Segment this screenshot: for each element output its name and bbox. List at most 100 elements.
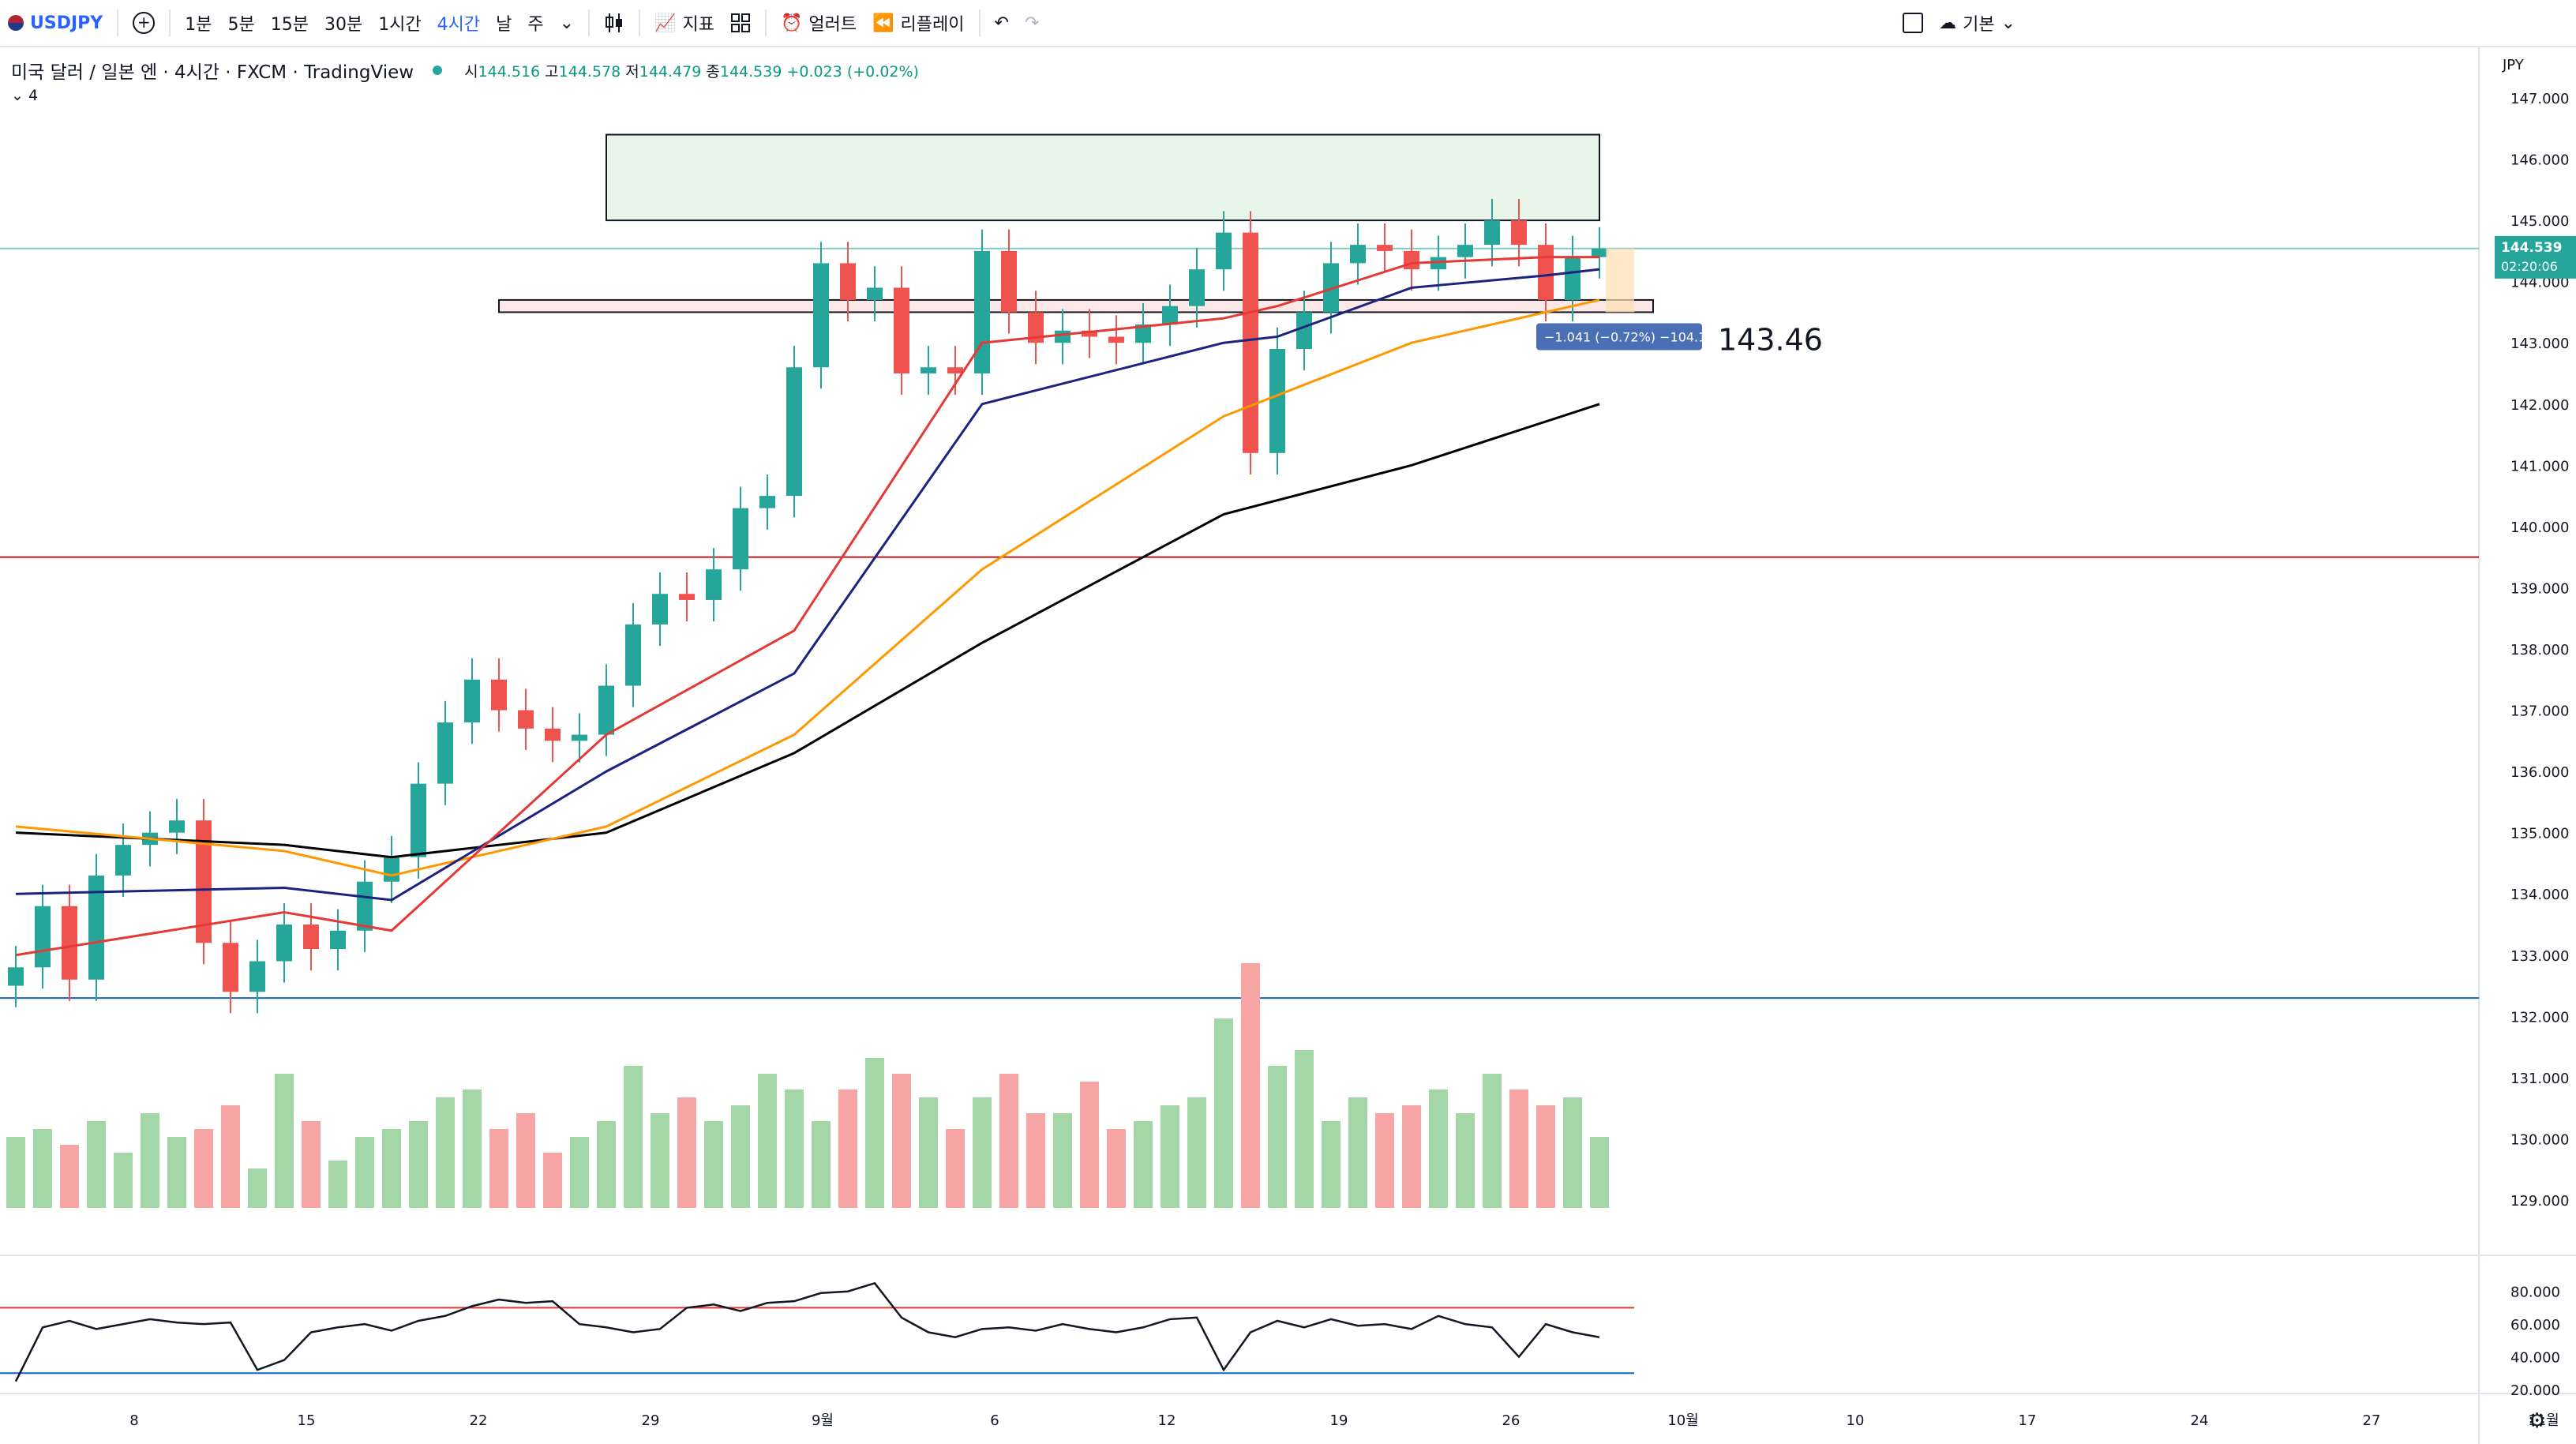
indicators-button[interactable]: 📈 지표 [647,0,722,47]
flag-icon [8,15,24,31]
candle-body [276,925,292,962]
volume-bar [946,1129,965,1208]
layout-label: 기본 [1963,15,1995,35]
close-value: 144.539 [719,62,782,81]
volume-bar [1322,1121,1340,1208]
replay-label: 리플레이 [900,15,965,35]
time-tick-label: 6 [990,1412,999,1429]
chart-type-button[interactable] [596,0,632,47]
high-value: 144.578 [558,62,621,81]
candle-body [249,961,265,992]
redo-button[interactable]: ↷ [1017,0,1047,47]
interval-dropdown[interactable]: ⌄ [552,0,582,47]
volume-bar [1187,1097,1206,1208]
price-tick-label: 135.000 [2510,826,2569,842]
volume-bar [1268,1066,1287,1208]
volume-bar [1348,1097,1367,1208]
symbol-selector[interactable]: USDJPY [0,0,111,47]
price-tick-label: 143.000 [2510,336,2569,352]
volume-bar [1295,1050,1314,1208]
candle-body [1162,306,1178,324]
measure-label: −1.041 (−0.72%) −104.1 [1544,329,1706,344]
rsi-tick-label: 20.000 [2510,1382,2560,1399]
volume-bar [463,1090,482,1208]
time-tick-label: 17 [2019,1412,2037,1429]
price-tick-label: 145.000 [2510,213,2569,230]
candle-body [1565,257,1580,300]
candle-body [1404,250,1419,270]
fullscreen-button[interactable] [1895,0,1931,47]
volume-bar [1214,1018,1233,1208]
candle-body [1592,248,1607,257]
candle-body [88,875,104,980]
divider [169,9,171,36]
candle-body [706,569,722,600]
current-price-label: 144.539 [2501,240,2562,256]
candle-body [1511,220,1527,246]
candle-body [652,594,668,624]
alert-button[interactable]: ⏰ 얼러트 [773,0,864,47]
cloud-icon: ☁ [1939,13,1957,33]
volume-bar [1080,1082,1099,1208]
candle-body [947,367,963,373]
candle-body [679,594,695,600]
templates-button[interactable] [722,0,759,47]
price-tick-label: 130.000 [2510,1131,2569,1148]
candle-body [1296,312,1312,349]
price-tick-label: 141.000 [2510,458,2569,474]
volume-bar [221,1105,240,1208]
interval-5m[interactable]: 5분 [227,15,255,35]
price-tick-label: 132.000 [2510,1009,2569,1026]
interval-30m[interactable]: 30분 [324,15,363,35]
interval-1h[interactable]: 1시간 [378,15,422,35]
interval-week[interactable]: 주 [527,15,544,35]
candle-body [1055,330,1071,343]
low-value: 144.479 [639,62,702,81]
candle-body [1538,245,1554,300]
chart-legend: 미국 달러 / 일본 엔 · 4시간 · FXCM · TradingView … [11,57,919,84]
price-tick-label: 140.000 [2510,519,2569,536]
change-value: +0.023 (+0.02%) [786,62,919,81]
candle-body [840,263,856,300]
time-tick-label: 22 [470,1412,488,1429]
time-tick-label: 8 [129,1412,138,1429]
time-tick-label: 11월 [2528,1412,2559,1429]
volume-bar [677,1097,696,1208]
interval-1m[interactable]: 1분 [185,15,212,35]
volume-bar [114,1153,133,1208]
candle-body [518,710,534,729]
candle-body [1189,269,1205,306]
candle-body [357,881,373,931]
candle-body [974,250,990,373]
price-chart[interactable]: JPY 147.000 146.000 145.000 144.000 143.000 14… [0,47,2576,1444]
volume-bar [141,1113,159,1208]
volume-bar [328,1161,347,1208]
candle-body [1243,232,1258,453]
volume-bar [1375,1113,1394,1208]
compare-button[interactable]: + [125,0,163,47]
interval-day[interactable]: 날 [496,15,512,35]
layout-button[interactable]: ☁ 기본 ⌄ [1931,0,2023,47]
time-tick-label: 12 [1158,1412,1176,1429]
candles-icon [606,13,623,32]
replay-button[interactable]: ⏪ 리플레이 [864,0,972,47]
candle-body [1484,220,1500,246]
support-zone [498,298,1654,313]
volume-bar [167,1137,186,1208]
price-tick-label: 137.000 [2510,703,2569,720]
volume-bar [1241,963,1260,1208]
undo-button[interactable]: ↶ [987,0,1017,47]
candle-body [545,728,561,741]
candle-body [598,685,614,735]
candle-body [572,734,587,741]
candle-body [1135,324,1151,343]
volume-bar [275,1074,294,1208]
interval-15m[interactable]: 15분 [270,15,309,35]
volume-bar [758,1074,777,1208]
price-tick-label: 133.000 [2510,948,2569,965]
measure-range [1606,248,1634,313]
interval-4h[interactable]: 4시간 [437,15,481,35]
volume-bar [1429,1090,1448,1208]
alarm-clock-icon: ⏰ [780,13,803,33]
legend-collapse-toggle[interactable]: ⌄ 4 [11,87,39,104]
